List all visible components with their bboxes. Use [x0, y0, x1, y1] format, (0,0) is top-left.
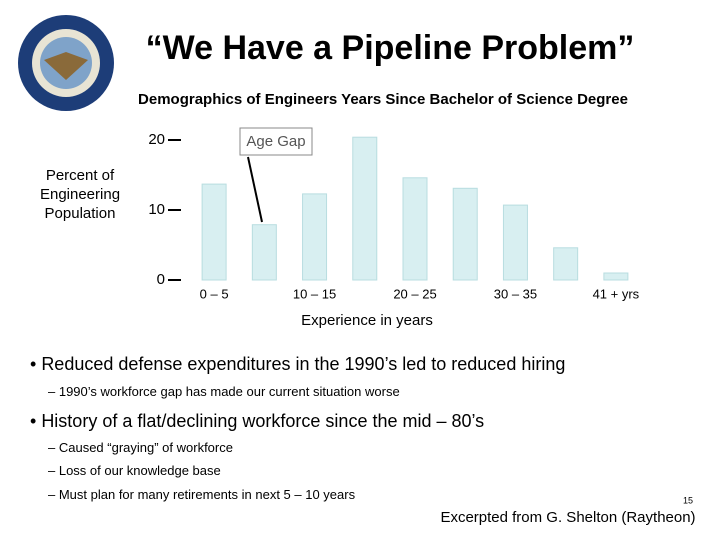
bar	[553, 247, 579, 281]
bar	[452, 187, 478, 281]
seal-eagle	[44, 52, 88, 80]
x-tick-label: 20 – 25	[393, 286, 436, 301]
y-tick-label: 0	[157, 271, 165, 288]
sub-bullet: – Loss of our knowledge base	[48, 463, 221, 478]
seal	[17, 14, 119, 114]
x-tick-label: 30 – 35	[494, 286, 537, 301]
y-tick-label: 10	[148, 201, 165, 218]
bar	[302, 193, 328, 281]
annotation: Age Gap	[246, 133, 305, 150]
bullet: • History of a flat/declining workforce …	[30, 411, 485, 431]
x-tick-label: 0 – 5	[200, 286, 229, 301]
sub-bullet: – Must plan for many retirements in next…	[48, 487, 356, 502]
bar	[352, 136, 378, 281]
x-tick-label: 41 + yrs	[593, 286, 640, 301]
sub-bullet-text: Caused “graying” of workforce	[58, 440, 233, 455]
chart-subtitle: Demographics of Engineers Years Since Ba…	[138, 91, 628, 108]
bar	[402, 177, 428, 281]
sub-bullet: – Caused “graying” of workforce	[48, 440, 233, 455]
annotation-box	[239, 127, 313, 156]
y-axis-label: Percent of Engineering Population	[39, 167, 121, 222]
bullet: • Reduced defense expenditures in the 19…	[30, 354, 566, 374]
sub-bullet-text: 1990’s workforce gap has made our curren…	[58, 384, 400, 399]
y-tick-label: 20	[148, 131, 165, 148]
bar	[603, 272, 629, 281]
bullet-text: Reduced defense expenditures in the 1990…	[41, 354, 566, 374]
bar	[251, 224, 277, 281]
x-tick-label: 10 – 15	[293, 286, 336, 301]
bar	[502, 204, 528, 281]
bar	[201, 183, 227, 281]
x-axis-label: Experience in years	[301, 312, 433, 329]
footer: Excerpted from G. Shelton (Raytheon)	[440, 509, 695, 526]
sub-bullet: – 1990’s workforce gap has made our curr…	[48, 384, 400, 399]
annotation-arrow	[247, 156, 263, 223]
page-number: 15	[683, 495, 693, 505]
sub-bullet-text: Loss of our knowledge base	[58, 463, 221, 478]
sub-bullet-text: Must plan for many retirements in next 5…	[58, 487, 356, 502]
bullet-text: History of a flat/declining workforce si…	[41, 411, 485, 431]
chart-title: “We Have a Pipeline Problem”	[146, 29, 635, 67]
